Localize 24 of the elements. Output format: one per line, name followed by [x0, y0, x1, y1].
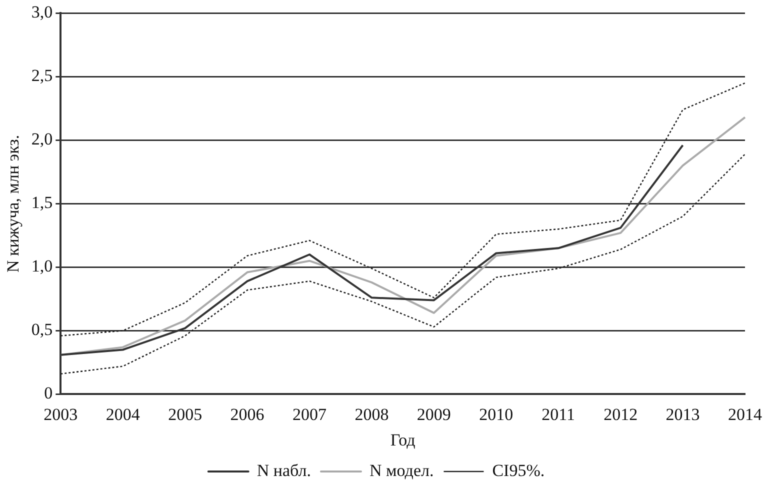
legend-label: N модел. [370, 460, 434, 480]
y-axis-title: N кижуча, млн экз. [4, 134, 23, 273]
x-tick-label: 2011 [542, 404, 576, 424]
x-tick-label: 2004 [106, 404, 140, 424]
x-tick-label: 2012 [604, 404, 638, 424]
x-tick-label: 2009 [416, 404, 451, 424]
y-tick-label: 1,5 [31, 193, 53, 212]
y-tick-label: 2,0 [31, 130, 53, 149]
x-tick-label: 2006 [230, 404, 264, 424]
legend-label: CI95%. [492, 460, 545, 480]
legend-label: N набл. [256, 460, 312, 480]
y-tick-label: 0 [44, 384, 53, 403]
x-tick-label: 2007 [292, 404, 328, 424]
y-tick-label: 0,5 [31, 320, 53, 340]
y-tick-label: 1,0 [31, 256, 53, 276]
x-tick-label: 2013 [666, 404, 700, 424]
y-tick-label: 2,5 [31, 66, 53, 86]
x-tick-label: 2003 [44, 404, 78, 424]
x-axis-title: Год [390, 430, 416, 450]
x-tick-label: 2014 [728, 404, 762, 424]
x-tick-label: 2008 [354, 404, 389, 424]
x-tick-label: 2005 [168, 404, 202, 424]
x-tick-label: 2010 [479, 404, 514, 424]
y-tick-label: 3,0 [31, 2, 53, 22]
